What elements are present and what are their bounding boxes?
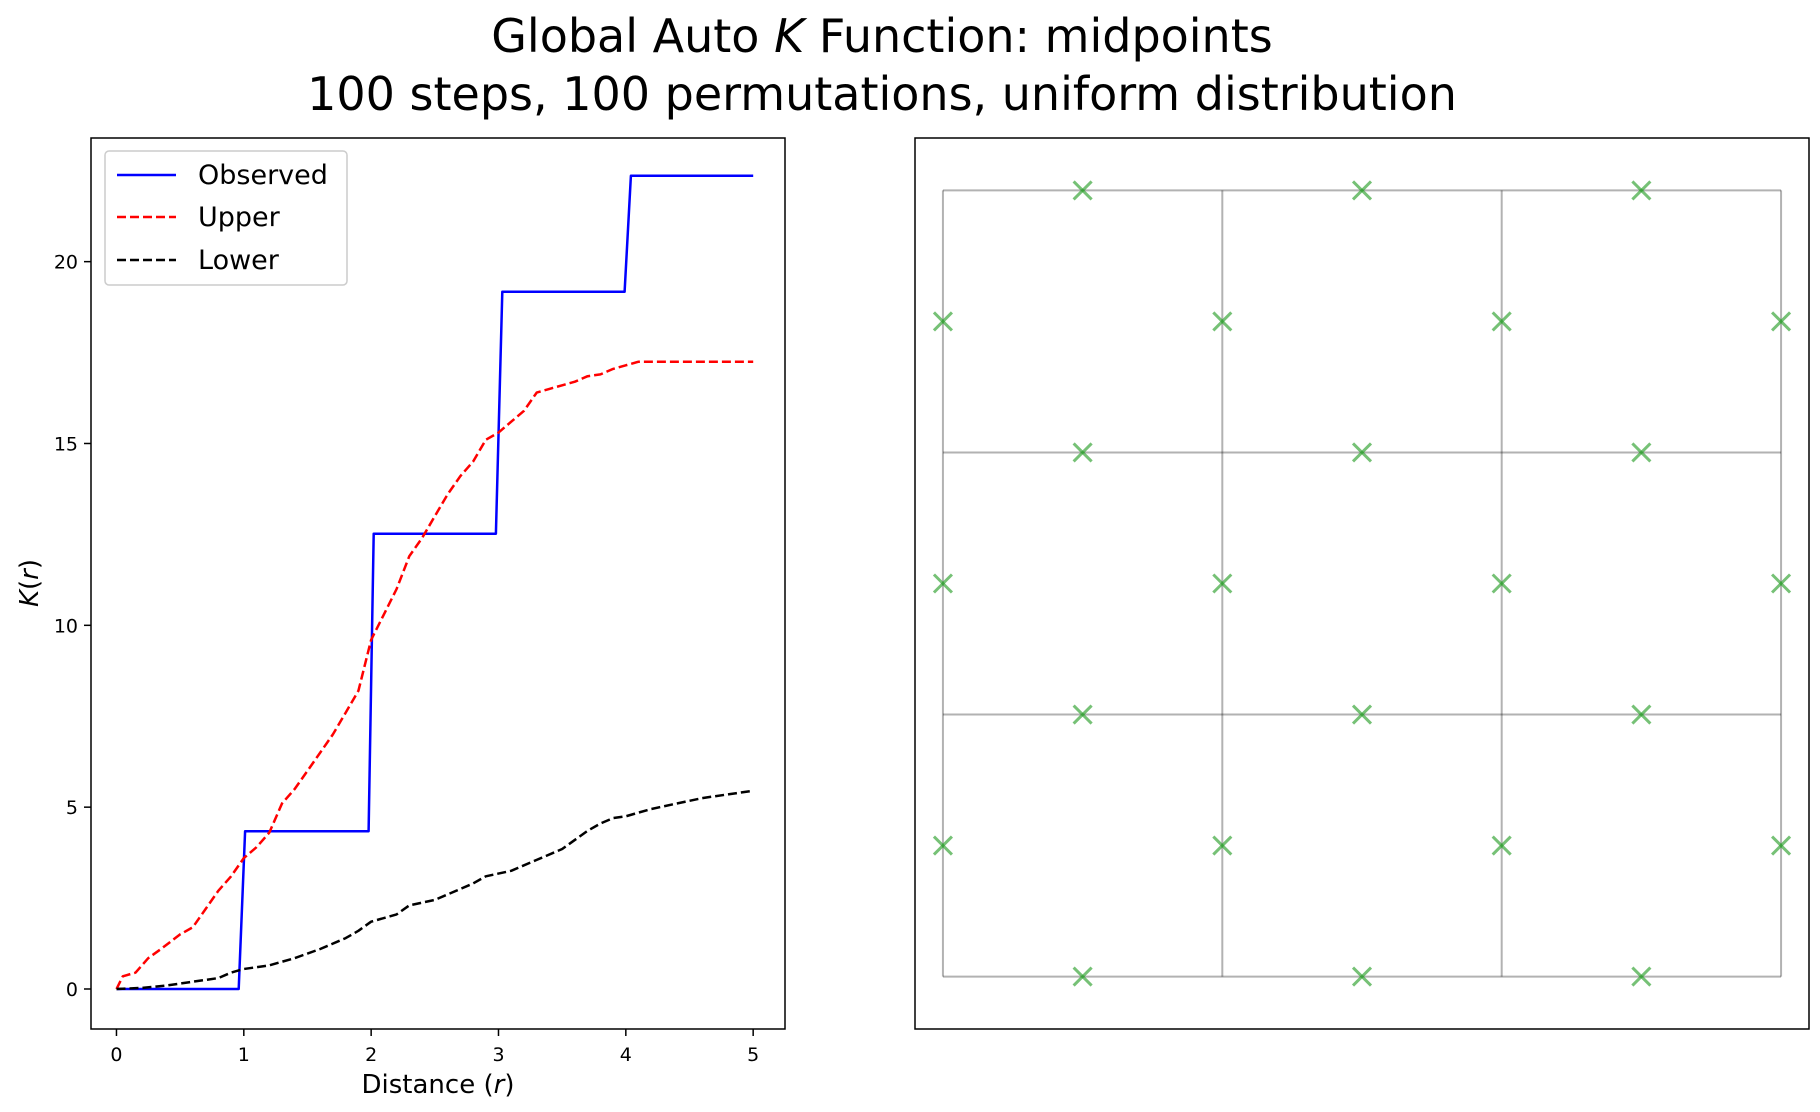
x-tick-label: 4 bbox=[620, 1044, 632, 1066]
y-tick-label: 15 bbox=[54, 433, 78, 455]
legend-box bbox=[104, 150, 348, 286]
x-tick-label: 5 bbox=[747, 1044, 759, 1066]
chart-title-line-1: Global Auto K Function: midpoints bbox=[491, 9, 1272, 63]
x-tick-label: 2 bbox=[365, 1044, 377, 1066]
y-tick-label: 0 bbox=[66, 979, 78, 1001]
point-marker bbox=[932, 573, 953, 594]
grid-lines bbox=[941, 189, 1783, 978]
legend-label-observed: Observed bbox=[198, 160, 328, 191]
series-line-upper bbox=[115, 360, 754, 990]
point-marker bbox=[1491, 311, 1512, 332]
point-marker bbox=[1212, 835, 1233, 856]
y-tick-label: 10 bbox=[54, 615, 78, 637]
point-marker bbox=[1351, 180, 1373, 201]
point-marker bbox=[1631, 966, 1652, 987]
y-axis-label: K(r) bbox=[15, 559, 45, 607]
point-marker bbox=[1212, 311, 1233, 332]
x-tick-label: 1 bbox=[238, 1044, 250, 1066]
legend: Observed Upper Lower bbox=[104, 150, 348, 286]
point-marker bbox=[1072, 442, 1093, 463]
point-marker bbox=[1631, 180, 1652, 201]
point-marker bbox=[1351, 704, 1373, 725]
point-marker bbox=[932, 311, 953, 332]
point-markers bbox=[932, 180, 1792, 987]
point-marker bbox=[1212, 573, 1233, 594]
point-marker bbox=[1491, 835, 1512, 856]
y-axis-ticks: 0 5 10 15 20 bbox=[54, 252, 91, 1001]
point-marker bbox=[932, 835, 953, 856]
point-marker bbox=[1771, 573, 1792, 594]
plot-frame-right bbox=[914, 137, 1810, 1030]
legend-label-upper: Upper bbox=[198, 202, 281, 233]
x-tick-label: 3 bbox=[492, 1044, 504, 1066]
k-function-chart: 0 1 2 3 4 5 0 5 10 15 20 Distance (r) K(r) Observ… bbox=[15, 137, 786, 1100]
point-marker bbox=[1072, 704, 1093, 725]
point-marker bbox=[1351, 966, 1373, 987]
x-tick-label: 0 bbox=[110, 1044, 122, 1066]
x-axis-label: Distance (r) bbox=[362, 1070, 515, 1100]
chart-title-line-2: 100 steps, 100 permutations, uniform dis… bbox=[307, 67, 1457, 121]
y-tick-label: 20 bbox=[54, 252, 78, 274]
series-line-observed bbox=[116, 174, 754, 991]
point-marker bbox=[1072, 180, 1093, 201]
point-marker bbox=[1631, 442, 1652, 463]
y-tick-label: 5 bbox=[66, 797, 78, 819]
point-marker bbox=[1491, 573, 1512, 594]
point-marker bbox=[1771, 835, 1792, 856]
point-marker bbox=[1351, 442, 1373, 463]
x-axis-ticks: 0 1 2 3 4 5 bbox=[110, 1029, 759, 1066]
midpoints-map bbox=[914, 137, 1810, 1030]
point-marker bbox=[1771, 311, 1792, 332]
point-marker bbox=[1631, 704, 1652, 725]
plot-frame-left bbox=[90, 137, 786, 1030]
series-line-lower bbox=[116, 789, 754, 991]
point-marker bbox=[1072, 966, 1093, 987]
series-lines bbox=[115, 174, 754, 991]
legend-label-lower: Lower bbox=[198, 245, 280, 276]
